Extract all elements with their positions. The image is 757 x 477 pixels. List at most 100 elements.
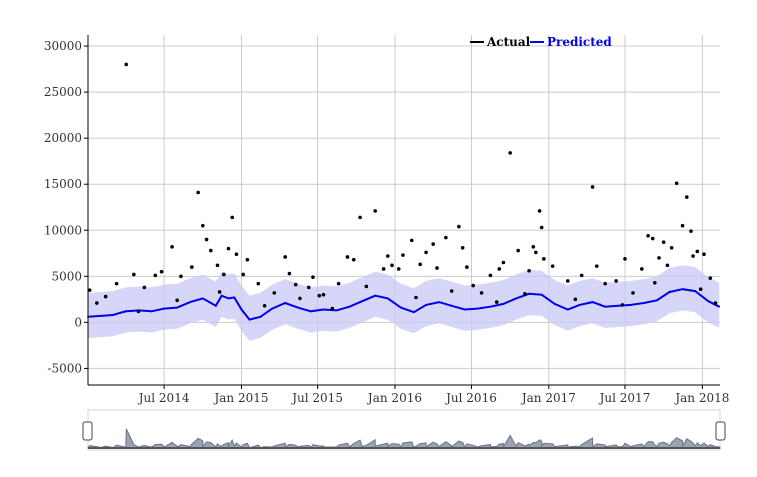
predicted-point — [189, 301, 192, 304]
predicted-point — [201, 297, 204, 300]
predicted-point — [309, 310, 312, 313]
predicted-point — [718, 305, 721, 308]
actual-point — [217, 290, 222, 294]
actual-point — [488, 273, 493, 278]
actual-point — [527, 268, 531, 273]
x-tick-label: Jul 2016 — [444, 391, 497, 405]
actual-point — [336, 281, 341, 286]
actual-point — [460, 245, 465, 250]
y-tick-label: 15000 — [44, 177, 82, 191]
actual-point — [283, 255, 288, 259]
predicted-point — [361, 300, 364, 303]
predicted-point — [386, 297, 389, 300]
prediction-band-area — [88, 265, 720, 341]
predicted-point — [271, 307, 274, 310]
actual-point — [646, 233, 650, 238]
x-tick-label: Jan 2018 — [673, 391, 729, 405]
actual-point — [114, 281, 119, 286]
actual-point — [175, 298, 179, 303]
actual-point — [230, 215, 235, 220]
x-tick-label: Jan 2016 — [366, 391, 422, 405]
actual-point — [631, 291, 635, 295]
actual-point — [298, 296, 302, 301]
actual-point — [465, 265, 469, 269]
actual-point — [623, 257, 627, 261]
actual-point — [245, 257, 250, 262]
actual-point — [494, 300, 499, 304]
actual-point — [501, 260, 506, 265]
actual-point — [159, 269, 164, 274]
actual-point — [639, 267, 644, 271]
y-tick-label: -5000 — [47, 361, 82, 375]
predicted-point — [233, 296, 236, 299]
predicted-point — [163, 307, 166, 310]
actual-point — [590, 185, 595, 189]
actual-point — [444, 235, 448, 240]
actual-point — [449, 289, 454, 293]
actual-point — [190, 265, 194, 269]
actual-point — [431, 242, 436, 246]
actual-point — [414, 295, 418, 300]
predicted-point — [450, 304, 453, 307]
predicted-point — [617, 304, 620, 307]
y-tick-label: 20000 — [44, 131, 82, 145]
navigator-left-handle[interactable] — [82, 421, 93, 441]
actual-point — [691, 254, 695, 258]
predicted-point — [335, 309, 338, 312]
x-tick-label: Jul 2015 — [290, 391, 343, 405]
actual-point — [674, 181, 679, 186]
actual-point — [272, 291, 277, 295]
actual-point — [124, 62, 129, 67]
predicted-point — [214, 304, 217, 307]
actual-point — [396, 267, 401, 271]
actual-point — [695, 249, 700, 254]
actual-point — [317, 293, 322, 298]
predicted-point — [227, 297, 230, 300]
actual-point — [179, 274, 183, 279]
actual-point — [435, 266, 439, 270]
actual-point — [330, 306, 335, 311]
predicted-point — [540, 293, 543, 296]
predicted-point — [591, 301, 594, 304]
axes — [87, 35, 720, 386]
actual-point — [594, 264, 599, 268]
actual-point — [650, 236, 655, 241]
navigator-overview-area — [87, 428, 721, 449]
actual-point — [542, 257, 546, 261]
actual-point — [208, 248, 213, 253]
predicted-point — [248, 318, 251, 321]
actual-point — [424, 250, 428, 255]
actual-point — [386, 254, 390, 258]
actual-point — [689, 229, 693, 233]
predicted-point — [296, 306, 299, 309]
y-tick-label: 5000 — [51, 269, 82, 283]
predicted-point — [348, 305, 351, 308]
actual-point — [287, 271, 292, 276]
actual-point — [142, 285, 147, 290]
actual-point — [132, 272, 136, 277]
actual-point — [534, 250, 538, 255]
actual-point — [381, 267, 386, 271]
actual-point — [95, 301, 99, 305]
actual-point — [614, 279, 618, 283]
actual-point — [479, 291, 484, 295]
predicted-point — [515, 297, 517, 300]
actual-point — [153, 273, 158, 278]
navigator-right-handle[interactable] — [715, 421, 726, 441]
actual-point — [497, 267, 502, 271]
actual-point — [537, 209, 542, 213]
predicted-point — [476, 307, 479, 310]
actual-point — [87, 288, 92, 292]
range-navigator[interactable] — [82, 409, 726, 451]
predicted-point — [489, 305, 492, 308]
legend-label-predicted: Predicted — [547, 35, 612, 49]
predicted-point — [578, 303, 581, 306]
grid-lines — [88, 35, 720, 385]
x-tick-label: Jan 2017 — [520, 391, 576, 405]
y-tick-label: 0 — [74, 315, 82, 329]
legend: Actual Predicted — [470, 35, 612, 49]
actual-point — [665, 263, 670, 268]
actual-point — [401, 253, 405, 257]
actual-point — [620, 303, 625, 307]
actual-point — [234, 252, 239, 257]
